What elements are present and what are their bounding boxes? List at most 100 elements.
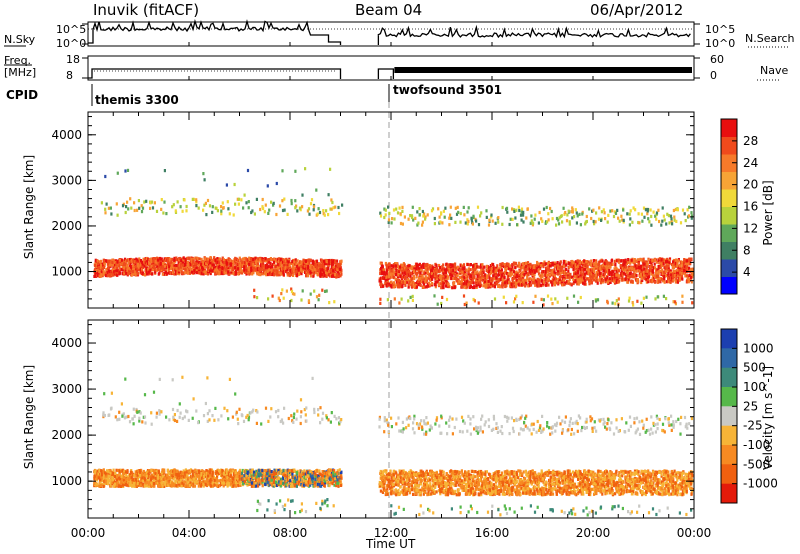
- data-cell: [660, 277, 663, 281]
- data-cell: [113, 270, 116, 274]
- data-cell: [301, 193, 304, 197]
- data-cell: [598, 206, 601, 210]
- data-cell: [474, 267, 477, 271]
- data-cell: [148, 264, 151, 268]
- data-cell: [100, 274, 103, 278]
- data-cell: [442, 284, 445, 288]
- data-cell: [142, 265, 145, 269]
- data-cell: [101, 473, 104, 477]
- data-cell: [646, 207, 650, 212]
- data-cell: [114, 471, 117, 475]
- data-cell: [453, 285, 456, 289]
- data-cell: [690, 211, 693, 215]
- data-cell: [626, 212, 629, 216]
- data-cell: [520, 207, 524, 211]
- data-cell: [524, 261, 528, 265]
- data-cell: [641, 219, 644, 223]
- data-cell: [406, 278, 409, 282]
- data-cell: [268, 208, 271, 212]
- data-cell: [472, 274, 475, 278]
- data-cell: [161, 272, 164, 276]
- data-cell: [138, 257, 141, 261]
- data-cell: [307, 272, 310, 276]
- data-cell: [282, 296, 285, 300]
- data-cell: [505, 206, 509, 210]
- data-cell: [205, 257, 208, 261]
- data-cell: [488, 218, 491, 222]
- data-cell: [442, 280, 445, 285]
- data-cell: [211, 263, 214, 267]
- data-cell: [256, 296, 259, 300]
- data-cell: [105, 267, 108, 272]
- data-cell: [588, 279, 591, 283]
- data-cell: [480, 211, 483, 215]
- data-cell: [176, 271, 179, 275]
- data-cell: [120, 268, 123, 272]
- data-cell: [558, 281, 561, 285]
- data-cell: [383, 268, 386, 272]
- data-cell: [516, 223, 519, 227]
- data-cell: [235, 263, 238, 267]
- data-cell: [614, 211, 618, 215]
- data-cell: [127, 261, 130, 265]
- data-cell: [556, 300, 559, 304]
- data-cell: [285, 269, 288, 274]
- data-cell: [262, 264, 265, 268]
- data-cell: [395, 264, 398, 268]
- data-cell: [629, 217, 632, 221]
- data-cell: [107, 271, 110, 275]
- data-cell: [634, 208, 637, 212]
- data-cell: [485, 282, 488, 287]
- data-cell: [594, 299, 598, 303]
- data-cell: [646, 212, 649, 216]
- data-cell: [189, 260, 192, 264]
- data-cell: [320, 264, 323, 269]
- data-cell: [575, 211, 578, 215]
- data-cell: [286, 273, 289, 277]
- data-cell: [444, 206, 447, 210]
- data-cell: [380, 272, 383, 276]
- data-cell: [638, 221, 641, 225]
- data-cell: [407, 285, 410, 289]
- data-cell: [628, 272, 631, 276]
- data-cell: [406, 280, 409, 284]
- data-cell: [93, 268, 97, 272]
- data-cell: [250, 261, 253, 266]
- data-cell: [431, 282, 434, 286]
- data-cell: [429, 283, 432, 287]
- data-cell: [417, 280, 420, 285]
- data-cell: [663, 218, 666, 222]
- data-cell: [100, 469, 103, 473]
- data-cell: [466, 210, 469, 214]
- data-cell: [579, 295, 582, 300]
- data-cell: [645, 295, 648, 299]
- data-cell: [125, 205, 128, 209]
- data-cell: [313, 267, 316, 271]
- data-cell: [642, 257, 645, 261]
- data-cell: [691, 272, 694, 276]
- data-cell: [468, 280, 471, 284]
- data-cell: [595, 278, 598, 282]
- data-cell: [248, 272, 251, 276]
- data-cell: [294, 199, 297, 203]
- data-cell: [305, 273, 308, 277]
- data-cell: [155, 268, 158, 272]
- data-cell: [311, 259, 314, 263]
- data-cell: [259, 258, 262, 262]
- data-cell: [315, 295, 319, 299]
- data-cell: [664, 260, 668, 264]
- data-cell: [148, 272, 152, 276]
- data-cell: [330, 207, 333, 211]
- data-cell: [393, 276, 396, 280]
- data-cell: [155, 209, 159, 213]
- data-cell: [482, 268, 485, 272]
- data-cell: [442, 272, 445, 276]
- data-cell: [164, 258, 167, 262]
- data-cell: [289, 268, 292, 272]
- data-cell: [629, 209, 632, 213]
- data-cell: [540, 297, 543, 301]
- data-cell: [510, 268, 513, 272]
- data-cell: [309, 265, 312, 269]
- data-cell: [520, 218, 523, 222]
- data-cell: [162, 267, 165, 271]
